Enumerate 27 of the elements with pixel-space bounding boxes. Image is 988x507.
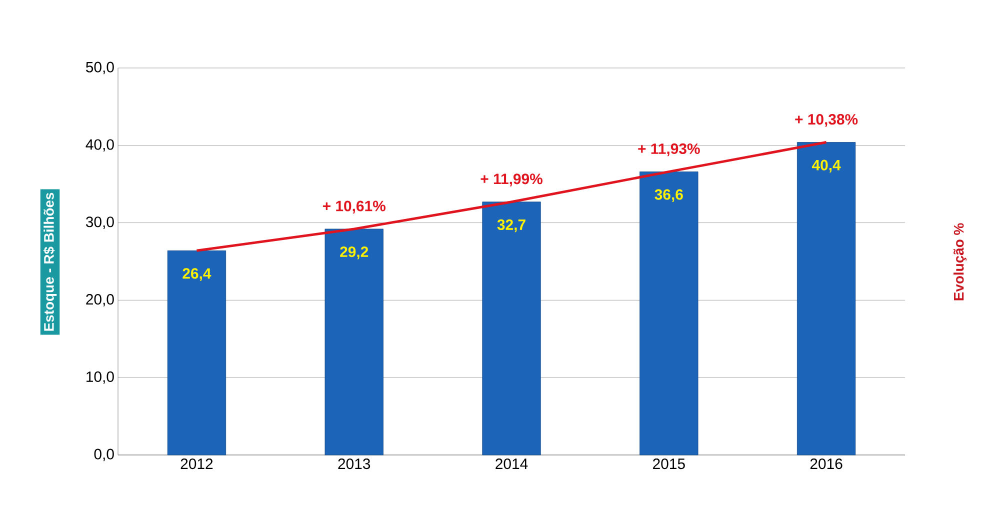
x-tick-label: 2013 bbox=[338, 458, 370, 470]
data-label: 26,4 bbox=[182, 268, 212, 281]
x-tick-label: 2015 bbox=[653, 458, 685, 470]
data-label: 40,4 bbox=[812, 160, 841, 173]
annotation: + 11,99% bbox=[480, 174, 542, 186]
bar bbox=[167, 250, 226, 456]
y-tick-label: 0,0 bbox=[94, 448, 114, 462]
y-axis-title: Estoque - R$ Bilhões bbox=[43, 192, 57, 331]
bar bbox=[640, 172, 698, 456]
annotation: + 10,38% bbox=[795, 114, 858, 127]
y-tick-label: 30,0 bbox=[86, 216, 114, 229]
y2-axis-title: Evolução % bbox=[954, 223, 966, 300]
bar bbox=[796, 142, 856, 456]
annotation: + 10,61% bbox=[322, 200, 386, 214]
y-tick-label: 10,0 bbox=[86, 371, 114, 384]
bar bbox=[324, 228, 384, 456]
x-tick-label: 2012 bbox=[180, 458, 213, 470]
y-tick-label: 40,0 bbox=[86, 139, 114, 152]
data-label: 36,6 bbox=[654, 189, 683, 202]
data-label: 32,7 bbox=[497, 219, 526, 232]
x-tick-label: 2016 bbox=[810, 458, 842, 470]
bar bbox=[482, 202, 541, 456]
y-tick-label: 20,0 bbox=[86, 294, 114, 306]
data-label: 29,2 bbox=[340, 246, 368, 260]
y-tick-label: 50,0 bbox=[86, 62, 114, 74]
x-tick-label: 2014 bbox=[496, 458, 528, 470]
annotation: + 11,93% bbox=[638, 143, 700, 156]
